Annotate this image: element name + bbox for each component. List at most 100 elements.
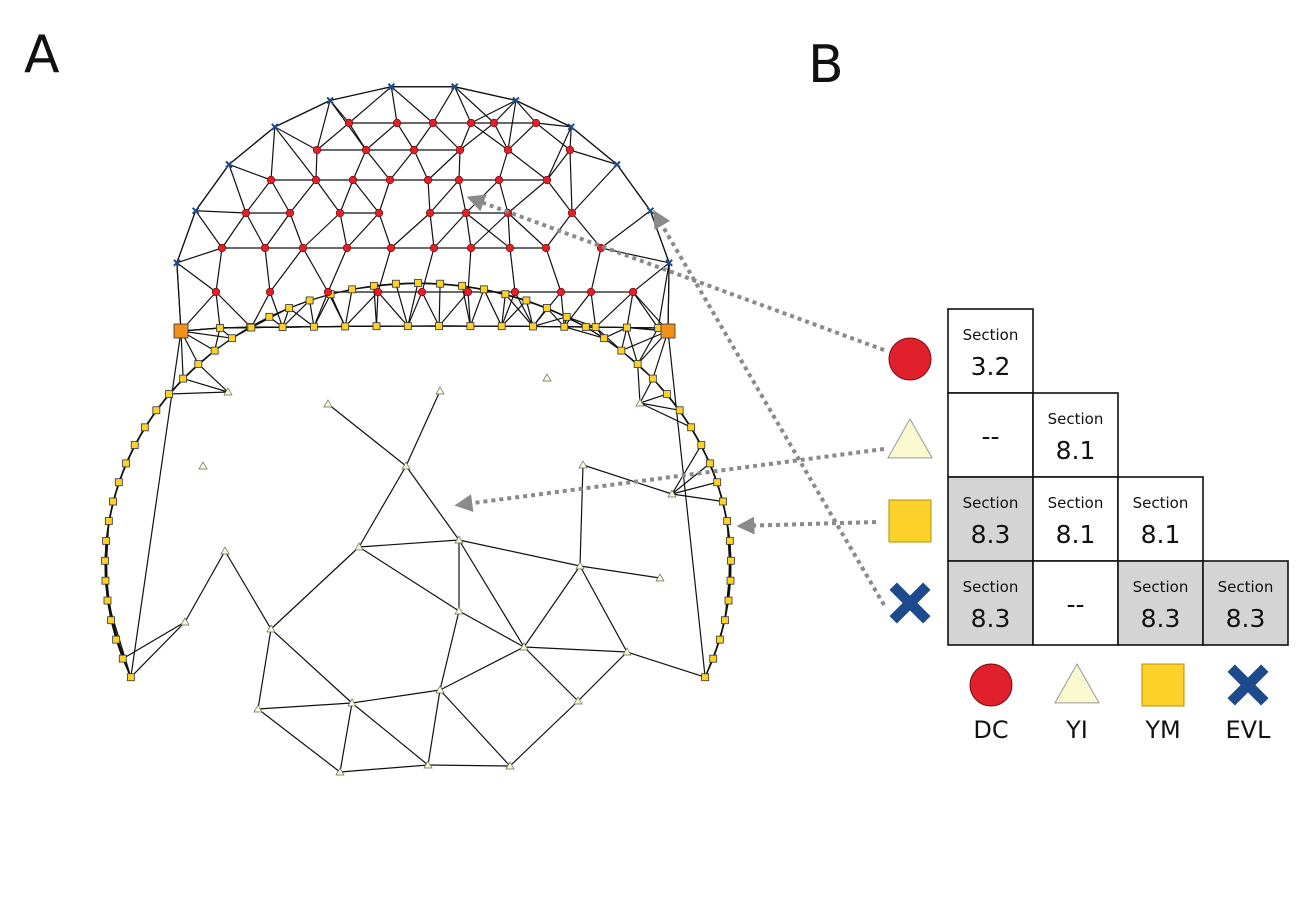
- dc-node: [466, 118, 476, 128]
- ym-node: [542, 304, 551, 312]
- ym-node: [600, 334, 608, 343]
- ym-node: [372, 322, 381, 331]
- dc-node: [423, 175, 433, 185]
- ym-node: [719, 497, 727, 506]
- ym-node: [715, 635, 724, 644]
- yi-node: [198, 461, 208, 470]
- matrix-cell: Section 8.3: [1117, 560, 1204, 646]
- dc-node: [494, 175, 504, 185]
- dc-node: [454, 175, 464, 185]
- cell-label: Section: [1133, 494, 1189, 512]
- ym-node: [265, 312, 274, 321]
- ym-node: [560, 322, 569, 331]
- ym-node: [112, 635, 121, 644]
- dc-node: [373, 287, 383, 297]
- yi-node: [266, 624, 276, 633]
- cell-label: Section: [963, 494, 1019, 512]
- ym-node: [706, 459, 714, 468]
- row-marker-ym: [888, 499, 932, 543]
- dc-node: [392, 118, 402, 128]
- dc-icon: [969, 663, 1013, 707]
- row-markers: [887, 337, 933, 624]
- ym-node: [675, 406, 684, 415]
- yi-node: [435, 685, 445, 694]
- ym-node: [633, 360, 642, 369]
- evl-node: [512, 96, 520, 105]
- row-marker-yi: [887, 417, 933, 459]
- yi-node: [575, 561, 585, 570]
- ym-node: [480, 285, 488, 294]
- yi-node: [253, 704, 263, 713]
- yi-node: [454, 606, 464, 615]
- yi-node: [573, 696, 583, 705]
- dc-node: [463, 287, 473, 297]
- ym-node: [152, 406, 161, 415]
- evl-node: [191, 207, 200, 215]
- ym-node: [210, 346, 219, 355]
- dc-node: [260, 243, 270, 253]
- dc-node: [348, 175, 358, 185]
- ym-node: [726, 576, 735, 585]
- dc-node: [266, 175, 276, 185]
- dc-node: [461, 208, 471, 218]
- cell-label: Section: [963, 326, 1019, 344]
- dc-node: [265, 287, 275, 297]
- yi-node: [223, 387, 233, 396]
- dc-node: [628, 287, 638, 297]
- cell-label: Section: [1048, 410, 1104, 428]
- ym-node: [713, 478, 722, 487]
- yi-node: [667, 489, 677, 498]
- embryo-mesh: [101, 83, 735, 776]
- yi-node: [519, 642, 529, 651]
- yi-node: [542, 373, 552, 382]
- dc-node: [567, 208, 577, 218]
- dc-node: [217, 243, 227, 253]
- dc-node: [323, 287, 333, 297]
- cell-value: 8.3: [1141, 604, 1181, 633]
- dc-node: [298, 243, 308, 253]
- cell-type-legend: DC YI YM EVL: [969, 662, 1271, 744]
- ym-node: [591, 323, 600, 332]
- ym-node: [648, 374, 657, 383]
- legend-item-evl: EVL: [1226, 664, 1271, 744]
- mesh-nodes: [101, 83, 735, 776]
- cell-value: 8.3: [1226, 604, 1266, 633]
- dc-node: [503, 145, 513, 155]
- ym-node: [109, 497, 117, 506]
- evl-node: [646, 207, 655, 215]
- panel-label-b: B: [808, 35, 844, 95]
- ym-node: [662, 390, 671, 398]
- ym-node: [228, 334, 236, 343]
- ym-node: [497, 322, 506, 331]
- ym-node: [458, 281, 467, 290]
- matrix-cell: Section 8.3: [1202, 560, 1289, 646]
- ym-node: [391, 279, 400, 288]
- dc-node: [466, 243, 476, 253]
- yi-node: [335, 767, 345, 776]
- ym-node: [285, 304, 294, 312]
- matrix-cell: --: [1032, 560, 1119, 646]
- panel-label-a: A: [24, 25, 60, 85]
- cell-value: 8.1: [1056, 520, 1096, 549]
- ym-node: [102, 536, 111, 545]
- ym-node: [724, 596, 733, 605]
- ym-node: [581, 323, 590, 331]
- dc-node: [510, 287, 520, 297]
- ym-node: [118, 654, 127, 663]
- dc-node: [335, 208, 345, 218]
- ym-node: [278, 323, 287, 332]
- evl-icon: [1227, 664, 1269, 706]
- legend-label: YI: [1065, 716, 1088, 744]
- yi-node: [454, 535, 464, 544]
- matrix-cell: Section 8.1: [1032, 392, 1119, 478]
- ym-node: [701, 673, 710, 682]
- matrix-cell: Section 8.3: [947, 560, 1034, 646]
- ym-node: [709, 654, 718, 663]
- yi-icon: [1054, 662, 1100, 704]
- dc-node: [531, 118, 541, 128]
- ym-node: [140, 423, 149, 432]
- ym-node: [309, 322, 318, 331]
- dc-node: [556, 287, 566, 297]
- cell-label: Section: [963, 578, 1019, 596]
